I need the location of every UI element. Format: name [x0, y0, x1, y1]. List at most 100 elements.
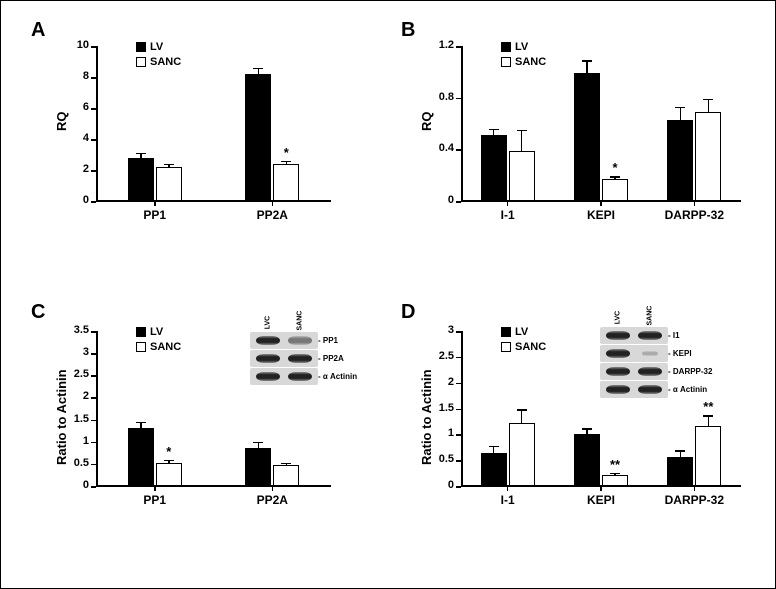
legend-sanc: SANC: [501, 56, 546, 68]
sanc-swatch: [136, 342, 146, 352]
bar-sanc: [602, 475, 628, 486]
y-axis: [461, 331, 463, 486]
errbar-cap: [281, 161, 291, 163]
errbar-cap: [517, 130, 527, 132]
lv-swatch: [501, 42, 511, 52]
sanc-label: SANC: [515, 341, 546, 353]
panel-c-legend: LV SANC: [136, 326, 181, 356]
y-tick: [91, 464, 96, 466]
x-tick: [154, 201, 156, 206]
lv-label: LV: [515, 41, 528, 53]
legend-lv: LV: [501, 326, 546, 338]
x-tick: [507, 486, 509, 491]
y-tick-label: 10: [61, 39, 89, 51]
bar-sanc: [695, 112, 721, 201]
lv-label: LV: [150, 326, 163, 338]
x-category-label: PP2A: [232, 208, 312, 222]
y-tick: [91, 353, 96, 355]
bar-sanc: [602, 179, 628, 201]
y-tick-label: 0: [61, 194, 89, 206]
panel-d-label: D: [401, 301, 415, 324]
blot-band: [606, 349, 630, 357]
sanc-swatch: [501, 57, 511, 67]
legend-lv: LV: [136, 326, 181, 338]
bar-sanc: [509, 151, 535, 201]
sanc-swatch: [136, 57, 146, 67]
bar-lv: [574, 434, 600, 486]
bar-lv: [245, 74, 271, 201]
y-tick-label: 2.5: [426, 350, 454, 362]
sanc-label: SANC: [150, 56, 181, 68]
y-axis-label: Ratio to Actinin: [419, 369, 434, 465]
errbar-cap: [703, 415, 713, 417]
legend-lv: LV: [136, 41, 181, 53]
significance-marker: **: [605, 457, 625, 472]
panel-a-chart: 0246810RQPP1*PP2A: [96, 41, 331, 231]
blot-band: [288, 336, 312, 344]
errbar-cap: [489, 446, 499, 448]
blot-row-label: - α Actinin: [318, 372, 357, 381]
bar-sanc: [509, 423, 535, 486]
errbar: [521, 409, 523, 423]
y-tick-label: 2: [61, 163, 89, 175]
x-tick: [600, 486, 602, 491]
y-tick: [91, 397, 96, 399]
errbar: [586, 60, 588, 73]
lv-label: LV: [515, 326, 528, 338]
y-tick: [91, 170, 96, 172]
significance-marker: **: [698, 399, 718, 414]
y-tick-label: 0: [426, 479, 454, 491]
errbar-cap: [675, 450, 685, 452]
errbar-cap: [517, 409, 527, 411]
blot-band: [642, 351, 657, 356]
blot-band: [638, 331, 662, 339]
blot-lane-label: SANC: [297, 315, 304, 331]
errbar-cap: [164, 164, 174, 166]
figure-container: A 0246810RQPP1*PP2A LV SANC B 00.40.81.2…: [0, 0, 776, 589]
y-tick: [456, 434, 461, 436]
blot-band: [606, 367, 630, 375]
y-tick-label: 1.2: [426, 39, 454, 51]
lv-label: LV: [150, 41, 163, 53]
bar-lv: [128, 428, 154, 486]
x-category-label: DARPP-32: [654, 208, 734, 222]
blot-row-label: - KEPI: [668, 349, 692, 358]
y-axis: [461, 46, 463, 201]
errbar-cap: [136, 422, 146, 424]
x-category-label: I-1: [468, 493, 548, 507]
y-tick: [456, 460, 461, 462]
y-tick-label: 4: [61, 132, 89, 144]
x-tick: [694, 201, 696, 206]
y-tick: [456, 149, 461, 151]
blot-band: [638, 385, 662, 393]
blot-band: [288, 372, 312, 380]
blot-row-label: - PP1: [318, 336, 338, 345]
y-tick: [456, 201, 461, 203]
bar-lv: [128, 158, 154, 201]
bar-sanc: [273, 465, 299, 486]
y-tick-label: 3: [426, 324, 454, 336]
lv-swatch: [136, 327, 146, 337]
errbar: [521, 130, 523, 151]
y-tick: [91, 375, 96, 377]
y-tick-label: 3: [61, 346, 89, 358]
y-tick: [91, 46, 96, 48]
y-tick: [91, 77, 96, 79]
x-tick: [272, 201, 274, 206]
x-tick: [600, 201, 602, 206]
blot-row-label: - I1: [668, 331, 680, 340]
x-tick: [154, 486, 156, 491]
errbar-cap: [610, 176, 620, 178]
bar-lv: [667, 457, 693, 486]
blot-band: [256, 336, 280, 344]
blot-band: [256, 354, 280, 362]
y-tick: [456, 486, 461, 488]
bar-lv: [481, 453, 507, 486]
y-tick-label: 0.4: [426, 142, 454, 154]
significance-marker: *: [159, 444, 179, 459]
errbar-cap: [281, 463, 291, 465]
blot-lane-label: LVC: [265, 315, 272, 331]
legend-sanc: SANC: [136, 341, 181, 353]
x-category-label: PP1: [115, 493, 195, 507]
errbar-cap: [136, 153, 146, 155]
